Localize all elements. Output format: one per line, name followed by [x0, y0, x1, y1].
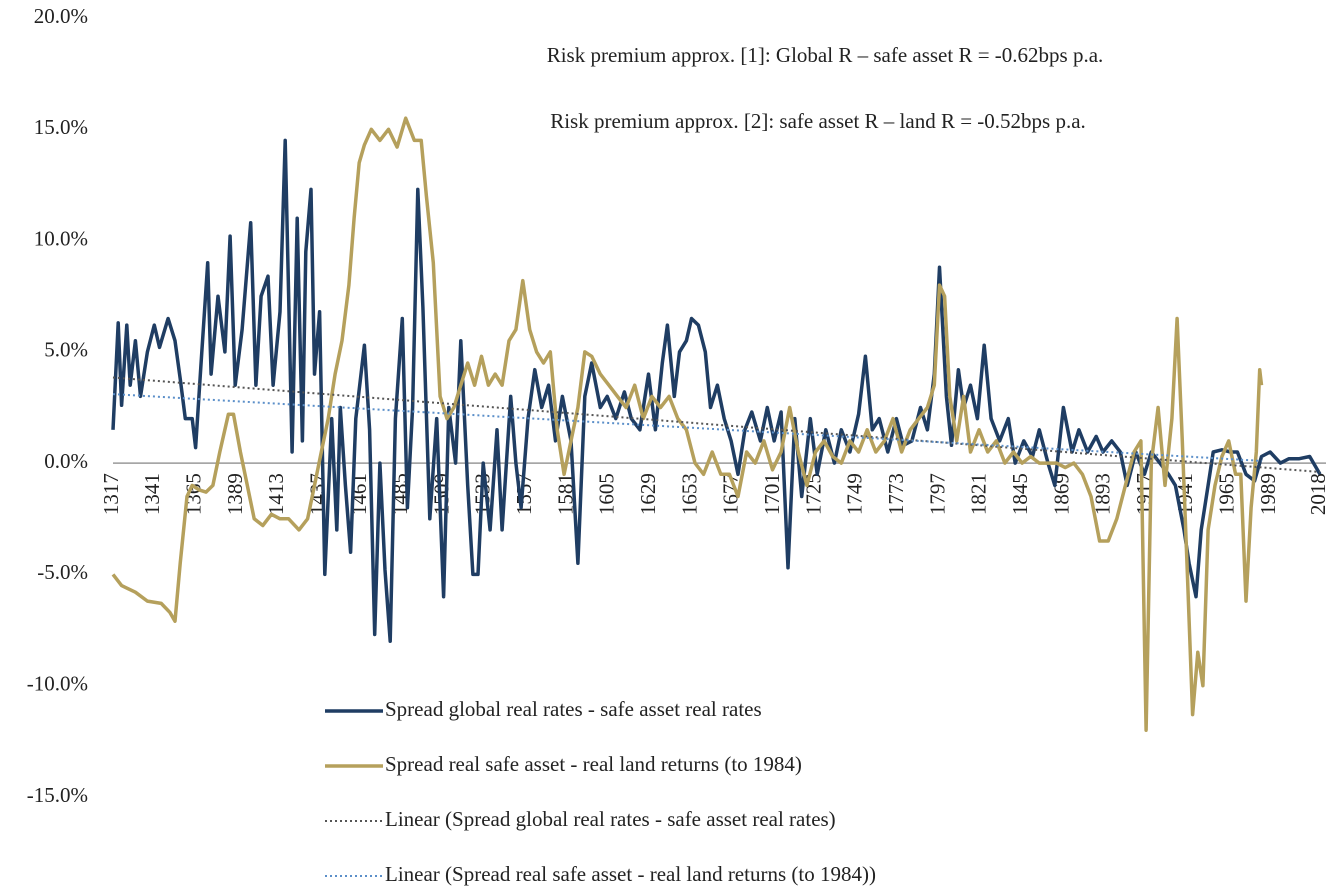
x-tick-label: 1701 — [760, 473, 784, 515]
x-tick-label: 1965 — [1215, 473, 1239, 515]
x-tick-label: 1461 — [347, 473, 371, 515]
annotation: Risk premium approx. [1]: Global R – saf… — [547, 43, 1104, 67]
y-tick-label: 0.0% — [44, 449, 88, 473]
x-tick-label: 1821 — [967, 473, 991, 515]
y-tick-label: -15.0% — [27, 783, 88, 807]
x-tick-label: 1629 — [636, 473, 660, 515]
x-tick-label: 1341 — [140, 473, 164, 515]
x-tick-label: 1773 — [884, 473, 908, 515]
x-tick-label: 1413 — [264, 473, 288, 515]
x-tick-label: 1797 — [925, 473, 949, 515]
y-tick-label: 20.0% — [34, 4, 88, 28]
legend-label: Linear (Spread global real rates - safe … — [385, 807, 836, 831]
x-tick-label: 1749 — [843, 473, 867, 515]
x-tick-label: 1653 — [677, 473, 701, 515]
x-tick-label: 1389 — [223, 473, 247, 515]
y-tick-label: 10.0% — [34, 226, 88, 250]
legend-label: Spread global real rates - safe asset re… — [385, 697, 762, 721]
series-line — [111, 138, 1322, 643]
x-tick-label: 1605 — [595, 473, 619, 515]
series-line — [111, 116, 1264, 732]
x-tick-label: 1845 — [1008, 473, 1032, 515]
x-tick-label: 2018 — [1306, 473, 1330, 515]
y-tick-label: -10.0% — [27, 672, 88, 696]
legend-label: Spread real safe asset - real land retur… — [385, 752, 802, 776]
trend-line — [112, 393, 1262, 462]
x-tick-label: 1989 — [1256, 473, 1280, 515]
annotation: Risk premium approx. [2]: safe asset R –… — [550, 109, 1086, 133]
y-tick-label: 5.0% — [44, 338, 88, 362]
y-tick-label: 15.0% — [34, 115, 88, 139]
y-tick-label: -5.0% — [37, 560, 88, 584]
legend-label: Linear (Spread real safe asset - real la… — [385, 862, 876, 886]
trend-line — [112, 376, 1321, 473]
x-tick-label: 1317 — [99, 473, 123, 515]
